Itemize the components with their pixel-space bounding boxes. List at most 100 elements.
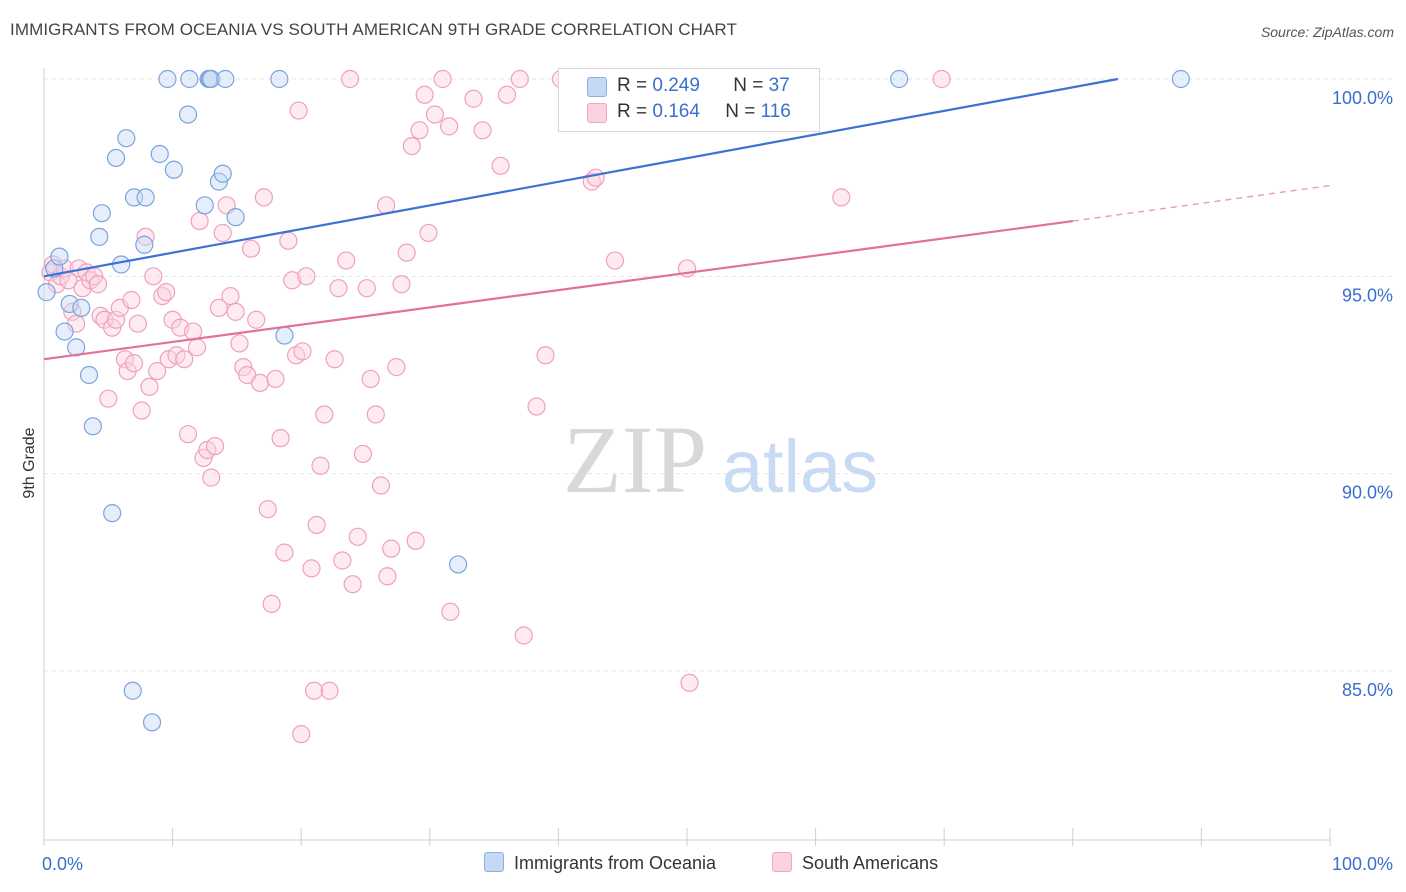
oceania-point-7 <box>79 365 99 385</box>
legend-label-oceania: Immigrants from Oceania <box>514 853 717 873</box>
swatch-blue <box>587 77 607 97</box>
south-americans-point-77 <box>348 527 367 546</box>
south-americans-point-36 <box>175 350 194 369</box>
x-tick-label-max: 100.0% <box>1332 854 1393 874</box>
oceania-point-35 <box>448 555 468 574</box>
south-americans-point-79 <box>357 279 376 298</box>
oceania-point-8 <box>83 417 102 436</box>
south-americans-point-94 <box>464 89 483 108</box>
watermark-atlas: atlas <box>722 425 878 508</box>
south-americans-point-92 <box>433 69 452 89</box>
r-value: 0.249 <box>652 75 700 96</box>
legend-row-south-americans: R = 0.164 N = 116 <box>559 101 819 127</box>
south-americans-point-60 <box>271 429 290 448</box>
x-tick-label-min: 0.0% <box>42 854 83 874</box>
oceania-point-21 <box>180 69 199 89</box>
n-value: 37 <box>768 75 790 96</box>
r-label: R = <box>617 75 653 96</box>
south-americans-point-31 <box>157 283 176 302</box>
oceania-point-33 <box>123 681 142 700</box>
chart-title: IMMIGRANTS FROM OCEANIA VS SOUTH AMERICA… <box>10 20 737 39</box>
oceania-point-22 <box>158 69 177 89</box>
south-americans-point-68 <box>307 515 326 535</box>
south-americans-point-112 <box>441 602 460 621</box>
series-immigrants-from-oceania <box>37 69 1190 732</box>
south-americans-point-81 <box>366 405 385 424</box>
oceania-point-32 <box>275 326 294 345</box>
oceania-point-3 <box>60 294 79 314</box>
south-americans-point-76 <box>343 575 362 594</box>
south-americans-point-113 <box>514 626 533 645</box>
swatch-pink <box>587 103 607 123</box>
oceania-point-23 <box>195 196 214 215</box>
south-americans-point-88 <box>402 136 421 156</box>
oceania-point-34 <box>142 713 162 732</box>
south-americans-point-61 <box>275 543 294 562</box>
south-americans-point-84 <box>382 539 401 558</box>
r-label: R = <box>617 101 653 122</box>
south-americans-point-95 <box>473 121 492 140</box>
south-americans-point-16 <box>99 389 118 408</box>
r-value: 0.164 <box>652 101 700 122</box>
south-americans-point-116 <box>832 188 851 207</box>
south-americans-point-74 <box>333 551 352 570</box>
south-americans-point-86 <box>392 275 411 294</box>
oceania-point-31 <box>270 69 289 89</box>
legend-item-oceania: Immigrants from Oceania <box>484 852 716 874</box>
oceania-point-4 <box>72 298 91 318</box>
south-americans-point-67 <box>302 559 321 578</box>
oceania-point-26 <box>202 69 221 89</box>
n-label: N = <box>733 75 769 96</box>
oceania-point-30 <box>226 208 245 227</box>
south-americans-point-78 <box>353 444 373 464</box>
trend-line-south-americans <box>43 219 1073 361</box>
south-americans-point-75 <box>337 251 356 270</box>
oceania-point-0 <box>37 283 56 302</box>
oceania-point-17 <box>135 235 154 254</box>
south-americans-point-93 <box>439 117 459 136</box>
legend-stat-oceania: R = 0.249 N = 37 <box>617 75 790 97</box>
south-americans-point-114 <box>680 673 699 692</box>
south-americans-point-82 <box>371 476 391 495</box>
south-americans-point-110 <box>289 101 308 120</box>
south-americans-point-83 <box>376 196 396 215</box>
south-americans-point-39 <box>187 338 207 357</box>
legend-row-oceania: R = 0.249 N = 37 <box>559 75 819 101</box>
oceania-point-29 <box>216 69 235 89</box>
legend-swatch-blue <box>484 852 504 872</box>
legend-label-south-americans: South Americans <box>802 853 939 873</box>
south-americans-point-57 <box>258 500 277 519</box>
south-americans-point-107 <box>304 681 324 700</box>
south-americans-point-66 <box>297 267 316 286</box>
legend-item-south-americans: South Americans <box>772 852 938 874</box>
south-americans-point-55 <box>250 373 270 392</box>
grid <box>44 78 1392 672</box>
oceania-point-28 <box>213 164 232 183</box>
oceania-point-20 <box>178 105 198 124</box>
south-americans-point-45 <box>209 298 228 318</box>
south-americans-point-111 <box>378 567 397 586</box>
oceania-point-16 <box>136 188 155 207</box>
oceania-point-11 <box>92 204 111 223</box>
oceania-point-18 <box>150 144 169 164</box>
legend-stat-south-americans: R = 0.164 N = 116 <box>617 101 791 123</box>
south-americans-point-100 <box>536 346 555 365</box>
y-tick-label-3: 100.0% <box>1332 88 1393 108</box>
n-label: N = <box>725 101 761 122</box>
south-americans-point-65 <box>293 342 312 361</box>
y-tick-label-1: 90.0% <box>1342 483 1393 503</box>
south-americans-point-46 <box>213 223 232 243</box>
y-tick-label-0: 85.0% <box>1342 680 1393 700</box>
south-americans-point-118 <box>406 531 425 550</box>
south-americans-point-90 <box>415 85 434 104</box>
south-americans-point-73 <box>329 279 348 298</box>
south-americans-point-87 <box>397 243 416 262</box>
south-americans-point-89 <box>410 121 429 140</box>
south-americans-point-44 <box>205 436 225 456</box>
legend-swatch-pink <box>772 852 792 872</box>
south-americans-point-108 <box>292 725 311 744</box>
axes <box>43 68 1331 846</box>
south-americans-point-105 <box>605 251 625 270</box>
n-value: 116 <box>760 101 791 122</box>
